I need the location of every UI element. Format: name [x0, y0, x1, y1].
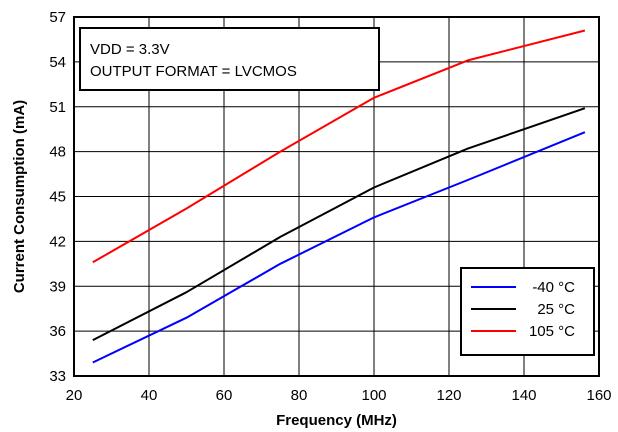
x-tick-label: 80: [291, 387, 308, 404]
x-tick-label: 40: [141, 387, 158, 404]
annotation-vdd: VDD = 3.3V: [90, 41, 170, 58]
y-tick-label: 36: [49, 323, 66, 340]
x-tick-label: 20: [66, 387, 83, 404]
series-line-1: [92, 107, 586, 341]
y-tick-label: 42: [49, 233, 66, 250]
legend: -40 °C 25 °C 105 °C: [460, 267, 595, 356]
x-axis-title: Frequency (MHz): [276, 412, 397, 429]
y-tick-label: 48: [49, 144, 66, 161]
y-tick-label: 57: [49, 9, 66, 26]
legend-label-1: 25 °C: [537, 301, 575, 318]
plot-area-frame: [73, 16, 600, 377]
x-tick-label: 100: [361, 387, 386, 404]
series-line-0: [92, 131, 586, 364]
annotation-frame: [79, 27, 380, 91]
legend-label-2: 105 °C: [529, 323, 575, 340]
y-tick-label: 45: [49, 189, 66, 206]
series-lines: [92, 29, 586, 364]
legend-frame: [460, 267, 595, 356]
series-line-2: [92, 29, 586, 264]
annotation-output-format: OUTPUT FORMAT = LVCMOS: [90, 63, 297, 80]
x-tick-label: 160: [586, 387, 611, 404]
y-tick-label: 51: [49, 99, 66, 116]
y-tick-label: 54: [49, 54, 66, 71]
y-tick-label: 39: [49, 278, 66, 295]
x-tick-label: 140: [511, 387, 536, 404]
x-tick-label: 120: [436, 387, 461, 404]
tick-labels: 20 40 60 80 100 120 140 160 33 36 39 42 45 48 51 54 57: [49, 9, 611, 404]
x-tick-label: 60: [216, 387, 233, 404]
annotation-box: VDD = 3.3V OUTPUT FORMAT = LVCMOS: [79, 27, 380, 91]
legend-label-0: -40 °C: [532, 279, 575, 296]
y-axis-title: Current Consumption (mA): [11, 100, 28, 293]
y-tick-label: 33: [49, 368, 66, 385]
